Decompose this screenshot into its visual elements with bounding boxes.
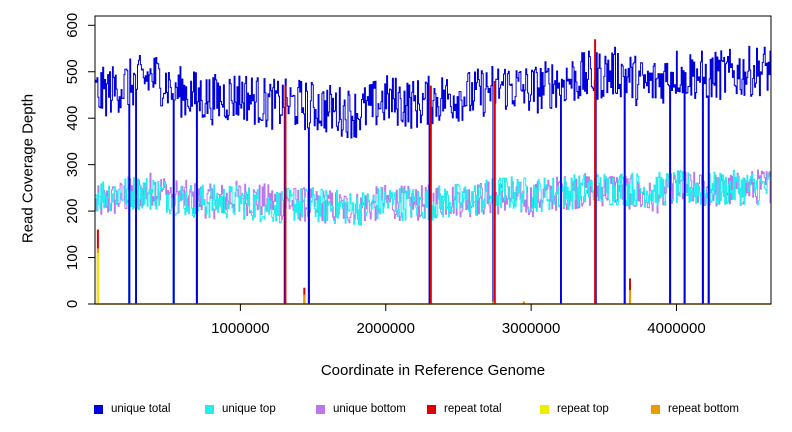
y-axis: 0 100 200 300 400 500 600	[64, 13, 95, 308]
legend-item: unique total	[94, 400, 170, 418]
legend-swatch	[205, 404, 214, 414]
x-axis: 1000000 2000000 3000000 4000000	[211, 304, 706, 337]
legend-swatch	[316, 404, 325, 414]
legend-item: unique bottom	[316, 400, 406, 418]
y-tick-label: 0	[64, 300, 81, 308]
x-tick-label: 1000000	[211, 320, 269, 337]
y-tick-label: 200	[64, 199, 81, 224]
legend-item: repeat top	[540, 400, 609, 418]
y-tick-label: 300	[64, 152, 81, 177]
legend: unique total unique top unique bottom repea…	[0, 400, 792, 418]
x-axis-title: Coordinate in Reference Genome	[320, 362, 546, 379]
legend-swatch	[94, 404, 103, 414]
legend-swatch	[540, 404, 549, 414]
plot-frame	[94, 15, 772, 305]
series-line-unique-total	[95, 45, 772, 305]
legend-label: unique top	[222, 403, 276, 415]
x-tick-label: 2000000	[357, 320, 415, 337]
plot-area	[95, 39, 772, 305]
x-tick-label: 4000000	[647, 320, 705, 337]
series-line-unique-top	[95, 169, 772, 305]
legend-label: repeat bottom	[668, 403, 739, 415]
y-tick-label: 400	[64, 106, 81, 131]
legend-label: unique bottom	[333, 403, 406, 415]
legend-label: repeat top	[557, 403, 609, 415]
series-line-unique-bottom	[95, 169, 772, 305]
legend-label: repeat total	[444, 403, 502, 415]
legend-swatch	[427, 404, 436, 414]
legend-swatch	[651, 404, 660, 414]
x-tick-label: 3000000	[502, 320, 560, 337]
legend-item: repeat total	[427, 400, 502, 418]
legend-item: repeat bottom	[651, 400, 739, 418]
legend-item: unique top	[205, 400, 276, 418]
y-axis-title: Read Coverage Depth	[19, 93, 37, 244]
legend-label: unique total	[111, 403, 171, 415]
coverage-chart: 1000000 2000000 3000000 4000000 0 100 200 300 4…	[64, 13, 772, 337]
y-tick-label: 600	[64, 13, 81, 38]
y-tick-label: 500	[64, 59, 81, 84]
y-tick-label: 100	[64, 245, 81, 270]
